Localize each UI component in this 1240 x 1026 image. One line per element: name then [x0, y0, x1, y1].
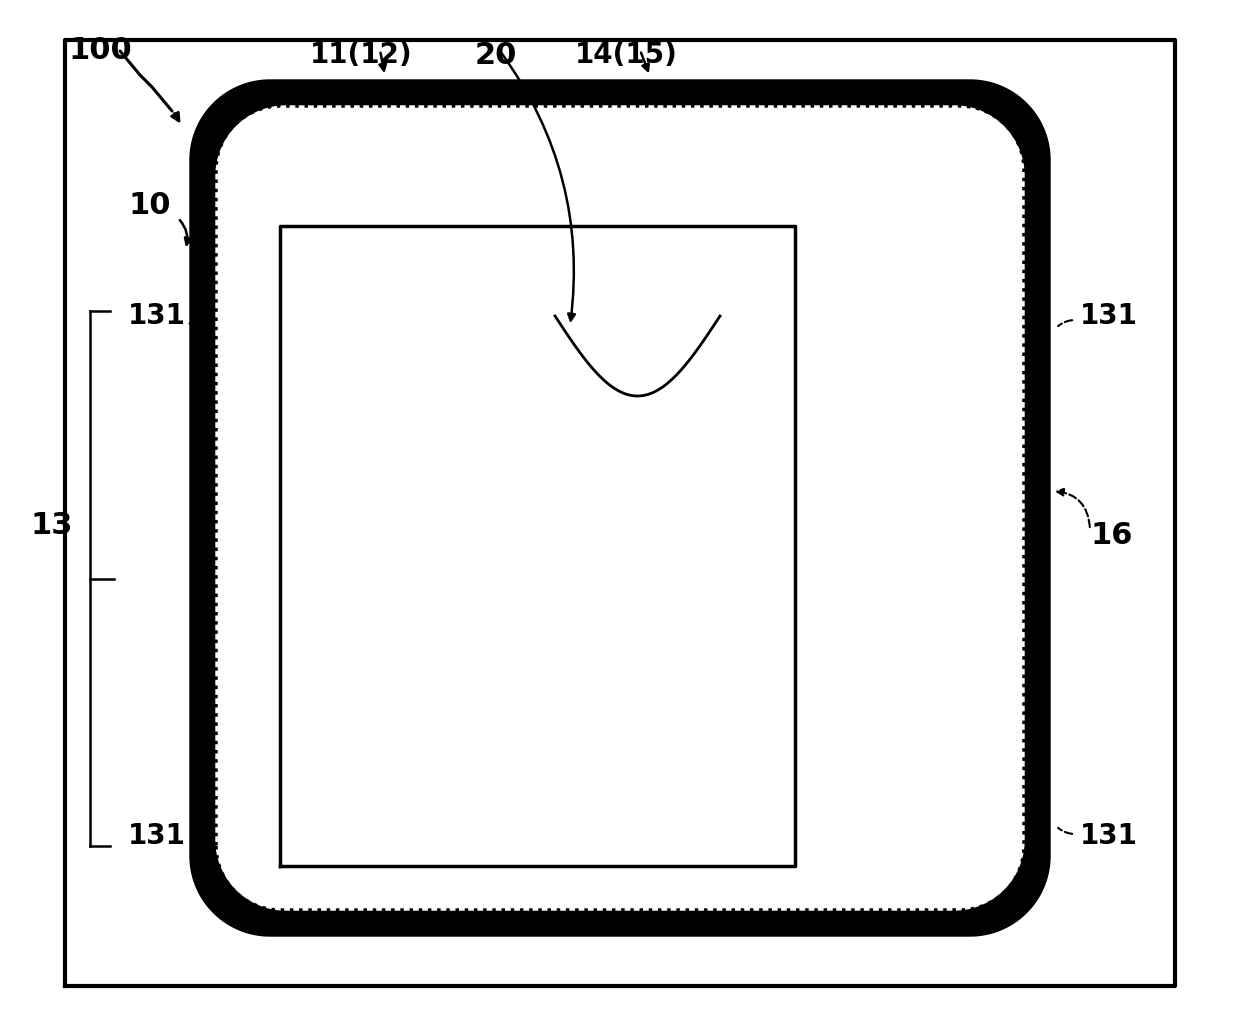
Polygon shape — [280, 226, 795, 866]
Text: 131: 131 — [1080, 822, 1138, 850]
Polygon shape — [216, 106, 1024, 910]
Text: 131: 131 — [1080, 302, 1138, 330]
Text: 20: 20 — [475, 41, 517, 70]
Polygon shape — [64, 40, 1176, 986]
Text: 13: 13 — [30, 512, 72, 541]
Text: 100: 100 — [68, 36, 131, 65]
Text: 131: 131 — [128, 302, 186, 330]
Polygon shape — [190, 80, 1050, 936]
Text: 11(12): 11(12) — [310, 41, 413, 69]
Text: 131: 131 — [128, 822, 186, 850]
Text: 16: 16 — [1090, 521, 1132, 551]
Text: 10: 10 — [128, 192, 171, 221]
Text: 14(15): 14(15) — [575, 41, 678, 69]
